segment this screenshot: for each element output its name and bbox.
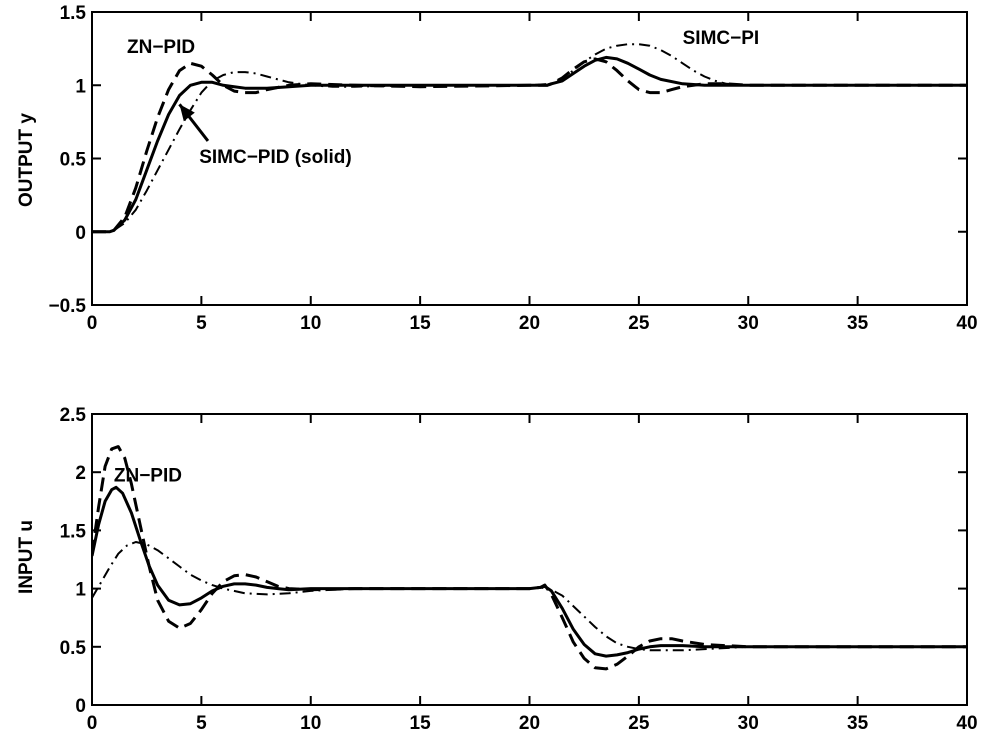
series-line-dashed [92, 57, 967, 234]
x-tick-label: 5 [196, 313, 207, 334]
y-tick-label: 1 [75, 76, 86, 97]
y-tick-label: 2 [75, 463, 86, 484]
y-tick-label: 0 [75, 696, 86, 717]
series-line-dashdot [92, 43, 967, 233]
y-tick-label: 1 [75, 580, 86, 601]
x-tick-label: 10 [300, 313, 321, 334]
annotation-arrowhead [179, 104, 195, 122]
input-subplot: INPUT u 0 5 10 15 20 25 30 35 40 0 0.5 1 1.5 2 2.5 ZN−P… [16, 405, 978, 734]
x-tick-label: 15 [410, 313, 432, 334]
series-line-dashed [92, 445, 967, 671]
x-tick-label: 35 [847, 313, 869, 334]
output-subplot: OUTPUT y 0 5 10 15 20 25 30 35 40−0.500.511.5ZN−… [16, 3, 978, 334]
series-line-solid [92, 485, 967, 658]
series-line-solid [92, 55, 967, 234]
y-tick-label: 0 [75, 223, 86, 244]
x-tick-label: 20 [519, 713, 540, 734]
x-tick-label: 25 [628, 313, 650, 334]
x-tick-label: 40 [956, 713, 977, 734]
output-ylabel: OUTPUT y [16, 113, 37, 207]
y-tick-label: 2.5 [60, 405, 87, 426]
annotation-label: SIMC−PID (solid) [199, 147, 352, 168]
x-tick-label: 10 [300, 713, 321, 734]
x-tick-label: 5 [196, 713, 207, 734]
input-ylabel: INPUT u [16, 520, 37, 594]
x-tick-label: 30 [738, 713, 759, 734]
axes-frame [91, 413, 968, 706]
series-line-dashdot [92, 541, 967, 652]
y-tick-label: −0.5 [48, 296, 86, 317]
annotation-label: ZN−PID [114, 466, 182, 487]
annotation-label: SIMC−PI [683, 28, 760, 49]
x-tick-label: 0 [87, 713, 98, 734]
annotation-label: ZN−PID [127, 37, 195, 58]
y-tick-label: 0.5 [60, 150, 87, 171]
x-tick-label: 40 [956, 313, 977, 334]
y-tick-label: 0.5 [60, 638, 87, 659]
x-tick-label: 20 [519, 313, 540, 334]
x-tick-label: 0 [87, 313, 98, 334]
y-tick-label: 1.5 [60, 521, 87, 542]
x-tick-label: 35 [847, 713, 869, 734]
x-tick-label: 25 [628, 713, 650, 734]
y-tick-label: 1.5 [60, 3, 87, 24]
x-tick-label: 15 [410, 713, 432, 734]
x-tick-label: 30 [738, 313, 759, 334]
